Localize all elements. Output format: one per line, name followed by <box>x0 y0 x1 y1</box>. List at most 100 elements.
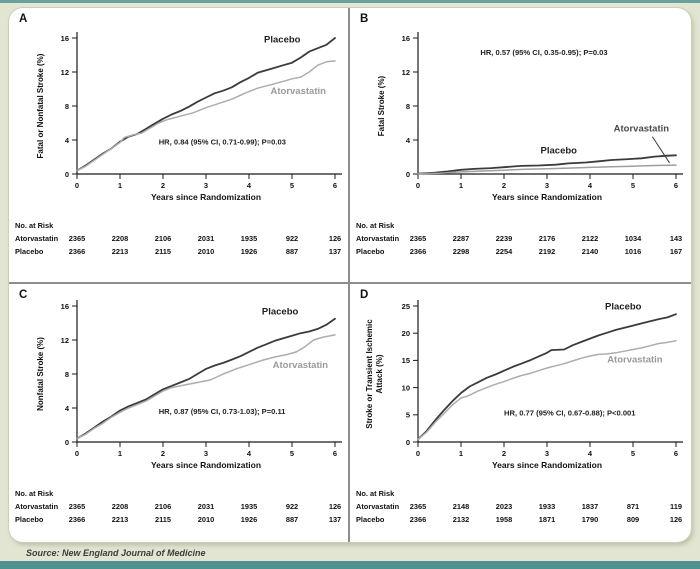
risk-value: 2106 <box>154 502 172 511</box>
curve-label-placebo: Placebo <box>262 307 299 318</box>
risk-header: No. at Risk <box>356 221 395 230</box>
figure-card: A 0 4 8 12 16 0 1 2 3 4 5 6 Years since Randomization… <box>9 8 691 542</box>
risk-value: 1935 <box>240 502 258 511</box>
risk-header: No. at Risk <box>15 489 54 498</box>
risk-row-label: Placebo <box>15 247 44 256</box>
risk-table-b: No. at Risk Atorvastatin 2365 2287 2239 2176 2… <box>350 220 691 276</box>
risk-row-label: Atorvastatin <box>15 234 59 243</box>
x-axis-label: Years since Randomization <box>151 192 261 202</box>
risk-value: 2366 <box>68 247 86 256</box>
x-tick-label: 6 <box>333 181 337 190</box>
risk-value: 1034 <box>624 234 642 243</box>
y-tick-label: 15 <box>402 356 410 365</box>
hr-annotation: HR, 0.77 (95% CI, 0.67-0.88); P<0.001 <box>504 408 636 417</box>
risk-value: 2365 <box>68 234 86 243</box>
axes <box>76 32 342 175</box>
curve-placebo <box>417 154 677 175</box>
x-tick-label: 0 <box>75 181 79 190</box>
y-axis-label: Fatal or Nonfatal Stroke (%) <box>36 53 45 158</box>
risk-value: 2254 <box>495 247 513 256</box>
risk-value: 1837 <box>581 502 599 511</box>
curve-label-placebo: Placebo <box>541 146 578 157</box>
risk-value: 2192 <box>538 247 556 256</box>
hr-annotation: HR, 0.87 (95% CI, 0.73-1.03); P=0.11 <box>159 407 287 416</box>
x-axis-label: Years since Randomization <box>492 192 602 202</box>
risk-value: 2366 <box>409 247 427 256</box>
risk-value: 2365 <box>409 502 427 511</box>
risk-value: 922 <box>285 234 299 243</box>
risk-value: 2010 <box>197 247 215 256</box>
risk-value: 2031 <box>197 234 215 243</box>
risk-value: 2365 <box>68 502 86 511</box>
panel-letter-c: C <box>19 289 28 301</box>
risk-value: 2366 <box>68 515 86 524</box>
risk-value: 2287 <box>452 234 470 243</box>
y-axis-label-line: Stroke or Transient Ischemic <box>365 319 374 429</box>
curve-atorvastatin <box>417 340 677 441</box>
panel-letter-a: A <box>19 13 28 25</box>
x-tick-label: 3 <box>545 449 549 458</box>
panel-letter-d: D <box>360 289 369 301</box>
x-tick-label: 4 <box>247 449 252 458</box>
risk-value: 2140 <box>581 247 599 256</box>
x-tick-label: 3 <box>204 449 208 458</box>
x-tick-label: 1 <box>459 449 463 458</box>
y-tick-label: 20 <box>402 329 410 338</box>
y-axis-label-line: Fatal Stroke (%) <box>377 75 386 136</box>
y-tick-label: 5 <box>406 411 410 420</box>
x-tick-label: 2 <box>161 181 165 190</box>
panel-b: B 0 4 8 12 16 0 1 2 3 4 5 6 Years since Randomization… <box>350 8 691 284</box>
risk-row-label: Atorvastatin <box>356 502 400 511</box>
risk-value: 1871 <box>538 515 556 524</box>
plot-svg-d: 0 5 10 15 20 25 0 1 2 3 4 5 6 Years since Randomizati… <box>365 300 683 470</box>
y-tick-label: 4 <box>406 136 411 145</box>
y-tick-label: 25 <box>402 302 410 311</box>
x-tick-label: 5 <box>290 181 294 190</box>
x-tick-label: 0 <box>416 181 420 190</box>
x-tick-label: 1 <box>118 181 122 190</box>
risk-value: 2115 <box>154 247 172 256</box>
curve-label-placebo: Placebo <box>264 34 301 45</box>
risk-value: 2208 <box>111 502 129 511</box>
curve-atorvastatin <box>76 60 336 172</box>
y-tick-label: 16 <box>61 34 69 43</box>
curve-atorvastatin <box>76 334 336 440</box>
x-tick-label: 2 <box>502 449 506 458</box>
risk-value: 126 <box>328 234 342 243</box>
x-tick-label: 1 <box>118 449 122 458</box>
x-tick-label: 6 <box>674 181 678 190</box>
risk-value: 1935 <box>240 234 258 243</box>
y-tick-label: 0 <box>65 438 69 447</box>
bottom-accent-bar <box>0 561 700 569</box>
risk-value: 2148 <box>452 502 470 511</box>
risk-value: 119 <box>670 502 682 511</box>
curve-label-atorvastatin: Atorvastatin <box>273 360 329 371</box>
x-tick-label: 5 <box>290 449 294 458</box>
curve-placebo <box>76 37 336 172</box>
curve-placebo <box>76 317 336 440</box>
y-axis-label: Nonfatal Stroke (%) <box>36 337 45 411</box>
y-tick-label: 0 <box>406 170 410 179</box>
x-tick-label: 2 <box>502 181 506 190</box>
curve-label-atorvastatin: Atorvastatin <box>271 86 327 97</box>
hr-annotation: HR, 0.57 (95% CI, 0.35-0.95); P=0.03 <box>480 48 607 57</box>
risk-value: 2213 <box>111 515 129 524</box>
risk-value: 2239 <box>495 234 513 243</box>
x-tick-label: 6 <box>333 449 337 458</box>
x-tick-label: 4 <box>588 181 593 190</box>
y-tick-label: 0 <box>406 438 410 447</box>
panel-c: C 0 4 8 12 16 0 1 2 3 4 5 6 Years since Randomization… <box>9 284 350 542</box>
curve-atorvastatin <box>417 164 677 175</box>
risk-value: 1933 <box>538 502 556 511</box>
risk-value: 2023 <box>495 502 513 511</box>
panel-d: D 0 5 10 15 20 25 0 1 2 3 4 5 6 Years since Randomizat… <box>350 284 691 542</box>
x-tick-label: 3 <box>204 181 208 190</box>
curve-label-placebo: Placebo <box>605 301 642 312</box>
risk-value: 2010 <box>197 515 215 524</box>
risk-value: 167 <box>669 247 683 256</box>
panel-a: A 0 4 8 12 16 0 1 2 3 4 5 6 Years since Randomization… <box>9 8 350 284</box>
axes <box>417 300 683 443</box>
x-tick-label: 0 <box>75 449 79 458</box>
